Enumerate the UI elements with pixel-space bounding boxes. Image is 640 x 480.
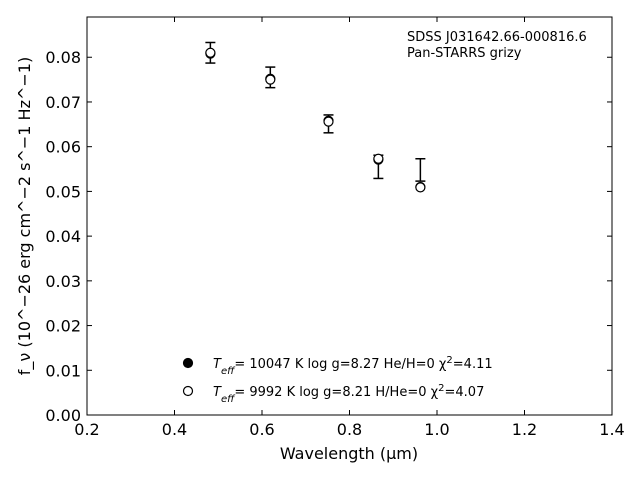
annotation-object-name: SDSS J031642.66-000816.6	[407, 30, 587, 45]
y-tick-label: 0.06	[45, 138, 81, 157]
y-tick-label: 0.01	[45, 361, 81, 380]
y-tick-label: 0.04	[45, 227, 81, 246]
x-tick-label: 1.2	[512, 420, 537, 439]
x-tick-label: 1.0	[424, 420, 449, 439]
x-axis-label: Wavelength (μm)	[280, 444, 418, 463]
x-tick-label: 0.2	[74, 420, 99, 439]
x-tick-label: 0.4	[162, 420, 187, 439]
legend-marker-filled	[182, 357, 194, 369]
legend-label: Teff= 10047 K log g=8.27 He/H=0 χ2=4.11	[213, 355, 493, 377]
annotation-survey-name: Pan-STARRS grizy	[407, 46, 522, 61]
legend: Teff= 10047 K log g=8.27 He/H=0 χ2=4.11 T…	[182, 355, 493, 405]
error-bars	[205, 41, 426, 182]
plot-frame	[86, 16, 613, 416]
legend-marker-open	[182, 385, 194, 397]
y-tick-label: 0.02	[45, 317, 81, 336]
y-tick-label: 0.08	[45, 48, 81, 67]
point-open	[373, 153, 384, 164]
x-axis-ticks: 0.2 0.4 0.6 0.8 1.0 1.2 1.4	[74, 17, 625, 439]
y-tick-label: 0.03	[45, 272, 81, 291]
y-axis-label: f_ν (10^−26 erg cm^−2 s^−1 Hz^−1)	[15, 57, 35, 375]
point-open	[415, 182, 426, 193]
data-points	[205, 47, 426, 193]
x-tick-label: 0.6	[249, 420, 274, 439]
y-tick-label: 0.05	[45, 182, 81, 201]
point-open	[265, 74, 276, 85]
x-tick-label: 0.8	[337, 420, 362, 439]
y-tick-label: 0.00	[45, 406, 81, 425]
x-tick-label: 1.4	[599, 420, 624, 439]
point-open	[205, 47, 216, 58]
y-tick-label: 0.07	[45, 93, 81, 112]
legend-label: Teff= 9992 K log g=8.21 H/He=0 χ2=4.07	[213, 383, 484, 405]
point-open	[323, 116, 334, 127]
y-axis-ticks: 0.00 0.01 0.02 0.03 0.04 0.05 0.06 0.07 0.08	[45, 48, 612, 425]
